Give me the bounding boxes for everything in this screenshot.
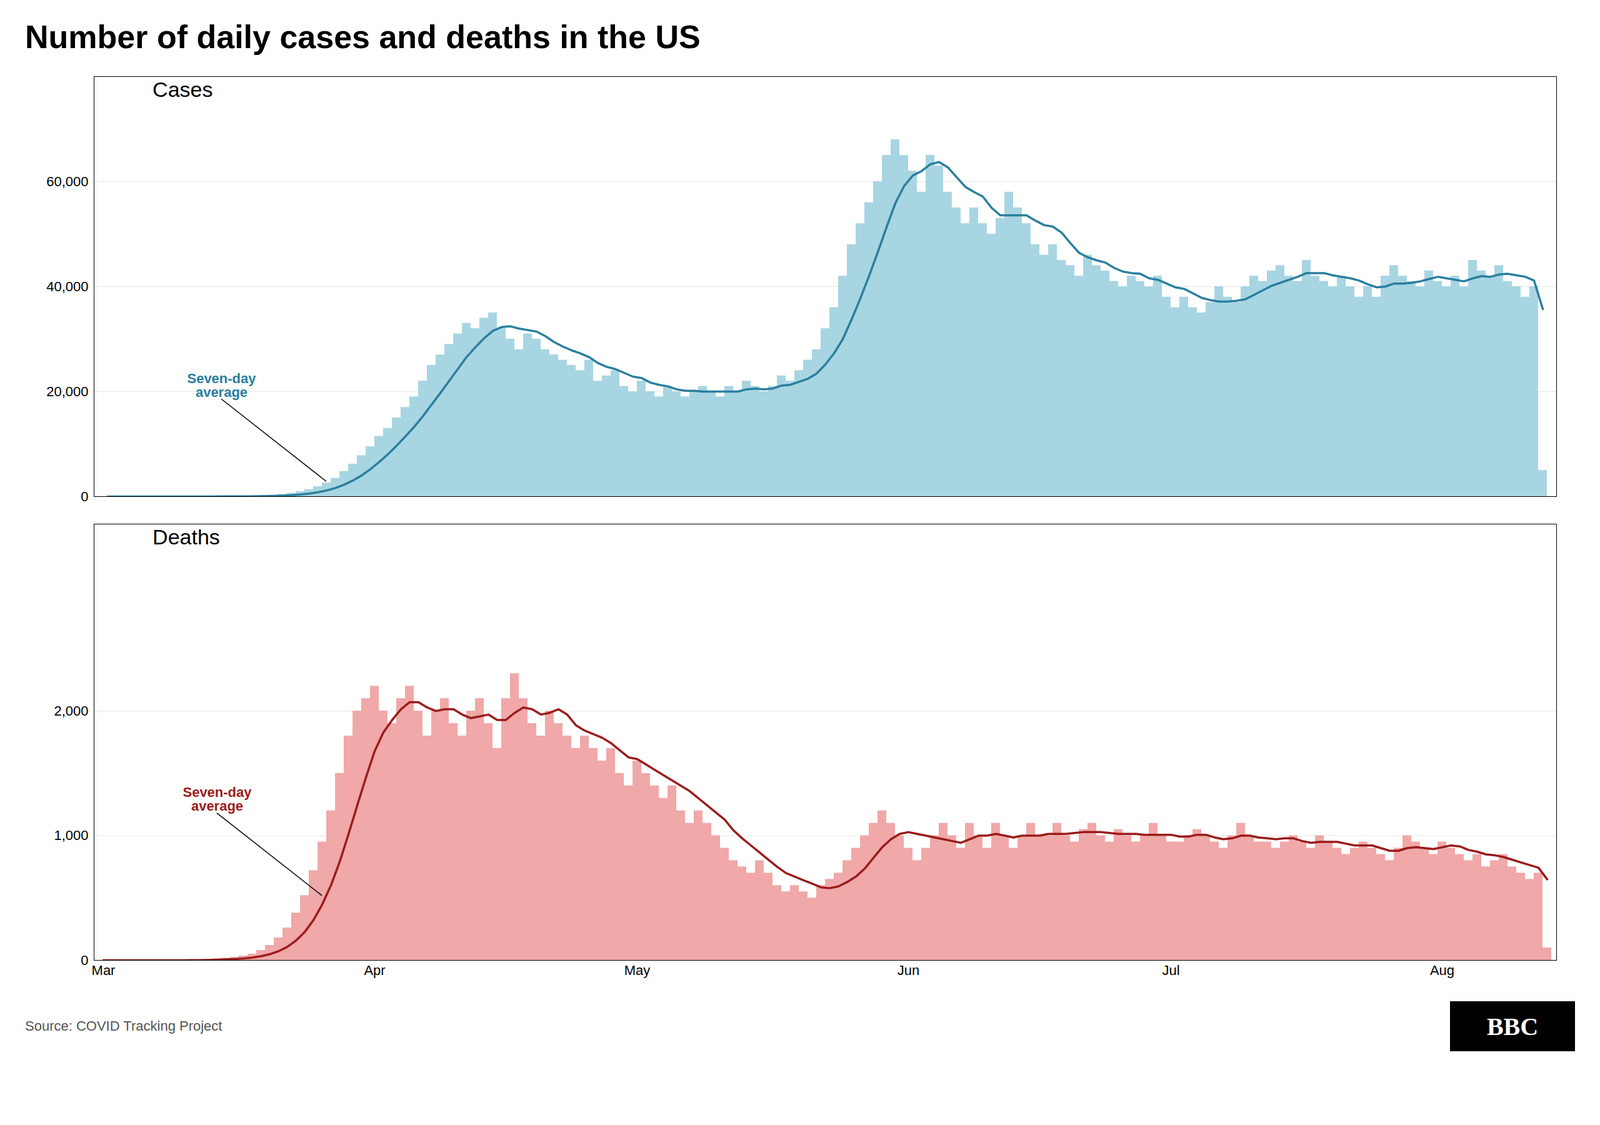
svg-text:40,000: 40,000 — [46, 278, 89, 295]
html-text:Number of daily cases and deat: Number of daily cases and deaths in the … — [25, 18, 701, 55]
svg-text:Cases: Cases — [152, 77, 213, 102]
html-text:Source: COVID Tracking Project: Source: COVID Tracking Project — [25, 1018, 223, 1034]
svg-text:Mar: Mar — [91, 963, 116, 979]
html-text:BBC: BBC — [1486, 1012, 1539, 1041]
svg-text:Aug: Aug — [1430, 963, 1455, 979]
svg-text:Seven-dayaverage: Seven-dayaverage — [182, 785, 252, 815]
svg-text:Deaths: Deaths — [152, 525, 220, 549]
svg-text:Jul: Jul — [1161, 963, 1180, 979]
svg-text:1,000: 1,000 — [53, 828, 89, 844]
svg-text:60,000: 60,000 — [46, 173, 89, 190]
svg-text:20,000: 20,000 — [46, 383, 89, 400]
svg-text:0: 0 — [80, 488, 89, 505]
svg-text:Apr: Apr — [363, 963, 385, 979]
svg-text:2,000: 2,000 — [53, 703, 89, 719]
svg-text:Seven-dayaverage: Seven-dayaverage — [186, 370, 257, 400]
svg-text:0: 0 — [80, 952, 89, 969]
svg-text:May: May — [624, 963, 651, 979]
svg-text:Jun: Jun — [897, 963, 920, 979]
